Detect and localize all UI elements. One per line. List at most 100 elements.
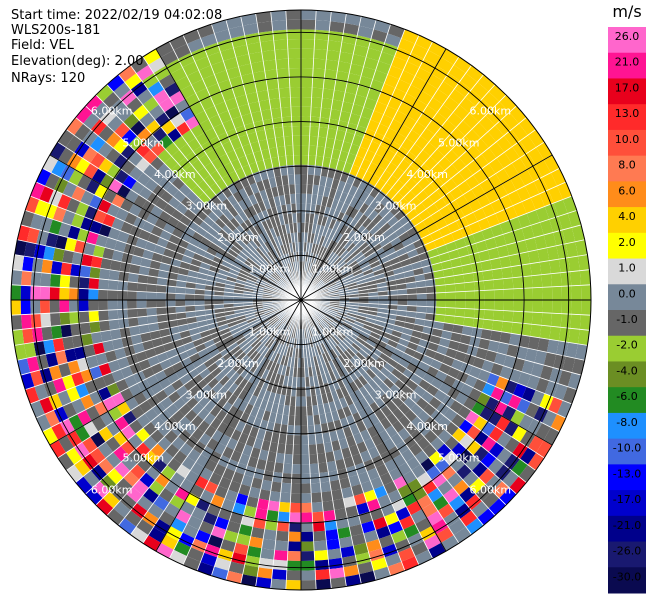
range-gate [369,260,381,269]
range-gate [469,106,486,123]
range-gate [228,170,240,183]
range-gate [219,243,231,253]
range-gate [353,272,365,280]
range-gate [324,238,332,249]
range-gate [165,526,183,542]
range-gate [11,269,23,286]
range-gate [209,265,220,274]
range-gate [65,447,83,465]
range-gate [248,372,258,384]
range-gate [482,319,494,331]
range-gate [262,198,272,210]
range-gate [81,333,93,347]
range-gate [136,300,147,309]
range-gate [173,541,191,557]
range-gate [252,517,267,530]
range-gate [328,325,337,335]
range-gate [321,98,333,110]
range-gate [431,472,447,488]
colorbar-band [608,258,646,285]
range-gate [378,256,390,265]
range-gate [342,252,352,262]
range-gate [503,231,516,245]
range-gate [186,316,197,325]
range-gate [78,288,89,300]
range-gate [273,39,288,51]
range-gate [393,475,408,490]
range-gate [316,267,324,277]
range-gate [141,511,159,527]
range-gate [179,214,192,227]
colorbar-band [608,541,646,568]
range-gate [550,168,566,186]
range-gate [210,525,227,540]
range-gate [512,201,527,217]
range-gate [83,470,100,488]
range-gate [158,487,175,503]
range-gate [212,382,224,394]
range-gate [466,425,481,440]
range-gate [268,262,277,272]
ray-separator [196,299,302,571]
range-gate [279,324,287,334]
range-gate [401,29,419,44]
range-gate [349,196,359,208]
range-gate [290,483,301,494]
range-gate [135,237,148,250]
range-gate [105,131,122,148]
range-gate [232,397,243,409]
range-gate [52,337,65,353]
range-gate [473,378,487,393]
range-gate [349,232,360,243]
ray-separator [225,19,302,301]
range-gate [258,30,274,43]
range-gate [415,280,426,288]
range-gate [357,471,371,484]
range-gate [214,356,226,367]
range-gate [316,281,325,289]
range-gate [30,370,44,387]
range-gate [171,361,184,373]
range-gate [380,366,392,378]
range-gate [276,310,286,318]
range-gate [330,11,347,24]
ray-separator [11,299,302,316]
range-gate [387,231,399,243]
range-gate [317,284,327,291]
colorbar-band [608,284,646,311]
range-gate [252,386,262,398]
range-gate [322,88,335,100]
range-gate [277,77,290,89]
range-gate [510,409,525,426]
range-gate [66,464,84,483]
range-gate [416,300,427,307]
range-gate [496,431,512,448]
range-gate [558,327,571,343]
range-gate [192,252,204,262]
range-gate [539,325,551,340]
range-gate [198,192,211,205]
range-gate [492,101,510,119]
range-gate [346,282,358,288]
range-gate [414,221,427,233]
range-gate [391,220,403,232]
range-gate [475,347,488,360]
range-gate [275,284,285,291]
range-gate [327,548,342,560]
range-gate [511,265,523,278]
range-gate [510,174,525,191]
range-gate [543,155,560,173]
range-gate [239,235,250,246]
range-gate [436,292,446,300]
range-gate [314,254,321,265]
range-gate [261,322,271,331]
range-gate [281,265,288,275]
range-gate [329,253,338,263]
range-gate [253,191,263,203]
range-gate [142,96,159,113]
range-gate [338,287,349,292]
range-gate [232,330,243,339]
range-gate [394,226,407,237]
range-gate [119,493,137,511]
range-gate [161,120,176,135]
